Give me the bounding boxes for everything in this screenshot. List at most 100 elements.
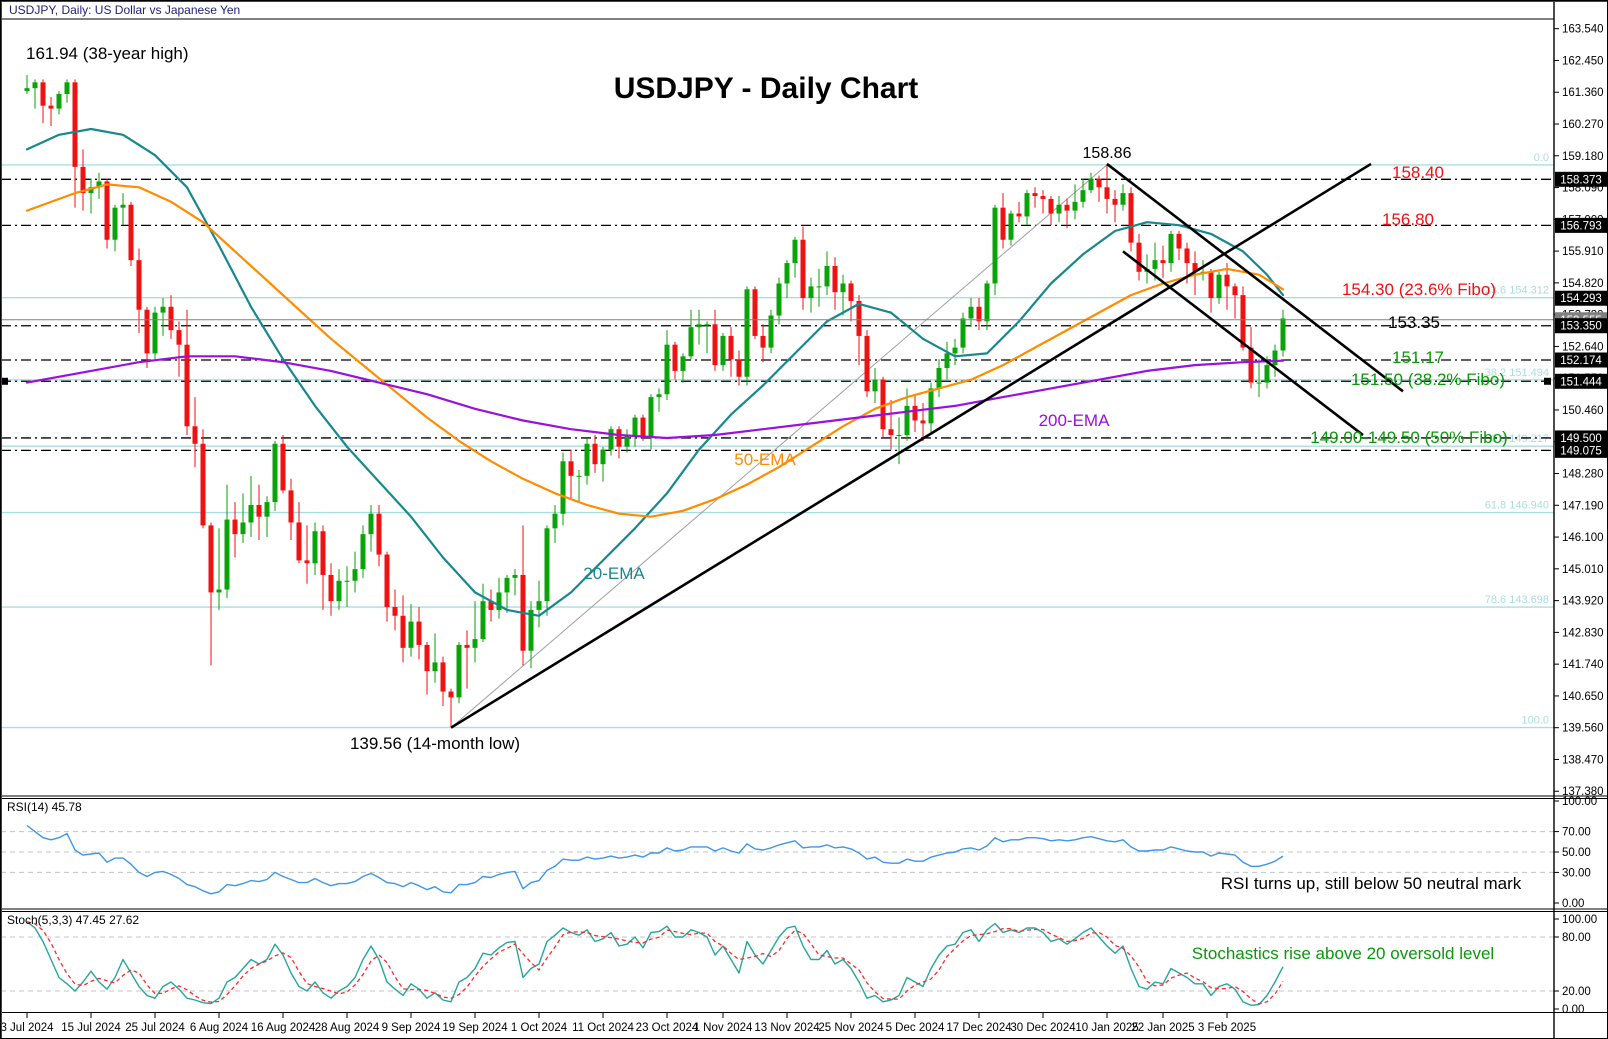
stoch-axis-label: 0.00 bbox=[1562, 1004, 1584, 1016]
ema50-line bbox=[25, 183, 1285, 518]
time-axis-label: 25 Nov 2024 bbox=[818, 1022, 884, 1034]
level-price-box-text: 153.350 bbox=[1560, 321, 1602, 333]
price-axis-label: 154.820 bbox=[1562, 278, 1604, 290]
rsi-indicator-label: RSI(14) 45.78 bbox=[7, 800, 82, 814]
symbol-label: USDJPY, Daily: US Dollar vs Japanese Yen bbox=[9, 3, 240, 17]
price-axis-label: 163.540 bbox=[1562, 24, 1604, 36]
fibo-line-label: 100.0 bbox=[1521, 715, 1549, 727]
level-price-box-text: 151.444 bbox=[1560, 376, 1602, 388]
ema50-label: 50-EMA bbox=[734, 450, 796, 469]
support-label-15117: 151.17 bbox=[1392, 348, 1444, 367]
time-axis-label: 15 Jul 2024 bbox=[61, 1022, 121, 1034]
stoch-indicator-label: Stoch(5,3,3) 47.45 27.62 bbox=[7, 913, 139, 927]
level-price-box-text: 149.075 bbox=[1560, 445, 1602, 457]
stoch-plot-area[interactable] bbox=[1, 911, 1554, 1012]
price-axis-label: 162.450 bbox=[1562, 55, 1604, 67]
resistance-label-1: 158.40 bbox=[1392, 163, 1444, 182]
level-price-box bbox=[1555, 430, 1607, 446]
price-axis-label: 161.360 bbox=[1562, 87, 1604, 99]
price-axis-label: 152.640 bbox=[1562, 341, 1604, 353]
level-price-box-text: 158.373 bbox=[1560, 174, 1602, 186]
resistance-fibo-236: 154.30 (23.6% Fibo) bbox=[1342, 280, 1496, 299]
price-axis-label: 147.190 bbox=[1562, 500, 1604, 512]
stoch-k-line bbox=[26, 921, 1284, 1007]
time-axis-label: 23 Oct 2024 bbox=[636, 1022, 699, 1034]
time-axis-label: 9 Sep 2024 bbox=[382, 1022, 441, 1034]
ema200-label: 200-EMA bbox=[1039, 411, 1111, 430]
stoch-axis-label: 100.00 bbox=[1562, 914, 1597, 926]
chart-title: USDJPY - Daily Chart bbox=[614, 72, 919, 105]
trendline-ascending bbox=[450, 162, 1372, 729]
time-axis-label: 11 Oct 2024 bbox=[572, 1022, 634, 1034]
rsi-line bbox=[26, 824, 1284, 895]
time-axis-label: 17 Dec 2024 bbox=[946, 1022, 1012, 1034]
time-axis-label: 1 Oct 2024 bbox=[511, 1022, 568, 1034]
level-price-box-text: 152.174 bbox=[1560, 355, 1602, 367]
price-axis-label: 146.100 bbox=[1562, 532, 1604, 544]
time-axis-label: 3 Feb 2025 bbox=[1198, 1022, 1256, 1034]
price-axis-label: 159.180 bbox=[1562, 151, 1604, 163]
peak-label: 158.86 bbox=[1083, 145, 1132, 162]
ema20-line bbox=[25, 127, 1285, 617]
fibo-line-label: 38.2 151.494 bbox=[1485, 367, 1549, 379]
price-axis-label: 155.910 bbox=[1562, 246, 1604, 258]
rsi-axis-label: 50.00 bbox=[1562, 847, 1591, 859]
fibo-line-label: 78.6 143.698 bbox=[1485, 594, 1549, 606]
price-axis-label: 148.280 bbox=[1562, 469, 1604, 481]
support-fibo-382: 151.50 (38.2% Fibo) bbox=[1351, 370, 1505, 389]
stoch-d-line bbox=[26, 921, 1284, 1005]
rsi-axis-label: 70.00 bbox=[1562, 827, 1591, 839]
level-price-box bbox=[1555, 373, 1607, 389]
level-price-box bbox=[1555, 318, 1607, 334]
level-price-box-text: 156.793 bbox=[1560, 220, 1602, 232]
stoch-axis-label: 80.00 bbox=[1562, 932, 1591, 944]
time-axis-label: 3 Jul 2024 bbox=[1, 1022, 54, 1034]
level-price-box bbox=[1555, 290, 1607, 306]
time-axis-label: 6 Aug 2024 bbox=[190, 1022, 249, 1034]
price-axis-label: 137.380 bbox=[1562, 786, 1604, 798]
trendline-channel-lower bbox=[1122, 250, 1364, 437]
price-axis-label: 150.460 bbox=[1562, 405, 1604, 417]
level-price-box-text: 149.500 bbox=[1560, 433, 1602, 445]
price-axis-label: 140.650 bbox=[1562, 691, 1604, 703]
line-handle bbox=[1, 377, 8, 385]
price-axis-label: 141.740 bbox=[1562, 659, 1604, 671]
level-price-box bbox=[1555, 352, 1607, 368]
level-price-box bbox=[1555, 217, 1607, 233]
price-axis-label: 143.920 bbox=[1562, 596, 1604, 608]
main-plot-area[interactable] bbox=[1, 19, 1554, 796]
rsi-axis-label: 30.00 bbox=[1562, 867, 1591, 879]
time-axis-label: 22 Jan 2025 bbox=[1131, 1022, 1194, 1034]
fibo-diagonal-line bbox=[450, 164, 1108, 729]
time-axis-label: 10 Jan 2025 bbox=[1075, 1022, 1138, 1034]
time-axis-label: 13 Nov 2024 bbox=[754, 1022, 820, 1034]
low-annotation: 139.56 (14-month low) bbox=[350, 734, 520, 753]
rsi-note: RSI turns up, still below 50 neutral mar… bbox=[1221, 874, 1522, 893]
ema20-label: 20-EMA bbox=[583, 564, 645, 583]
fibo-line-label: 0.0 bbox=[1534, 152, 1549, 164]
level-price-box bbox=[1555, 171, 1607, 187]
stoch-note: Stochastics rise above 20 oversold level bbox=[1192, 944, 1494, 963]
price-axis-label: 139.560 bbox=[1562, 723, 1604, 735]
stoch-axis-label: 20.00 bbox=[1562, 986, 1591, 998]
level-price-box bbox=[1555, 442, 1607, 458]
level-label-15335: 153.35 bbox=[1388, 313, 1440, 332]
line-handle bbox=[1544, 377, 1551, 385]
support-fibo-50: 149.00-149.50 (50% Fibo) bbox=[1310, 428, 1508, 447]
price-axis-label: 145.010 bbox=[1562, 564, 1604, 576]
rsi-plot-area[interactable] bbox=[1, 798, 1554, 909]
price-axis-label: 142.830 bbox=[1562, 627, 1604, 639]
rsi-axis-label: 0.00 bbox=[1562, 898, 1584, 910]
time-axis-label: 19 Sep 2024 bbox=[442, 1022, 508, 1034]
fibo-line-label: 61.8 146.940 bbox=[1485, 500, 1549, 512]
time-axis-strip[interactable] bbox=[1, 1013, 1554, 1039]
fibo-line-label: 23.6 154.312 bbox=[1485, 285, 1549, 297]
time-axis-label: 25 Jul 2024 bbox=[125, 1022, 185, 1034]
time-axis-label: 5 Dec 2024 bbox=[886, 1022, 945, 1034]
rsi-axis-label: 100.00 bbox=[1562, 796, 1597, 808]
time-axis-label: 1 Nov 2024 bbox=[694, 1022, 753, 1034]
price-axis-label: 160.270 bbox=[1562, 119, 1604, 131]
